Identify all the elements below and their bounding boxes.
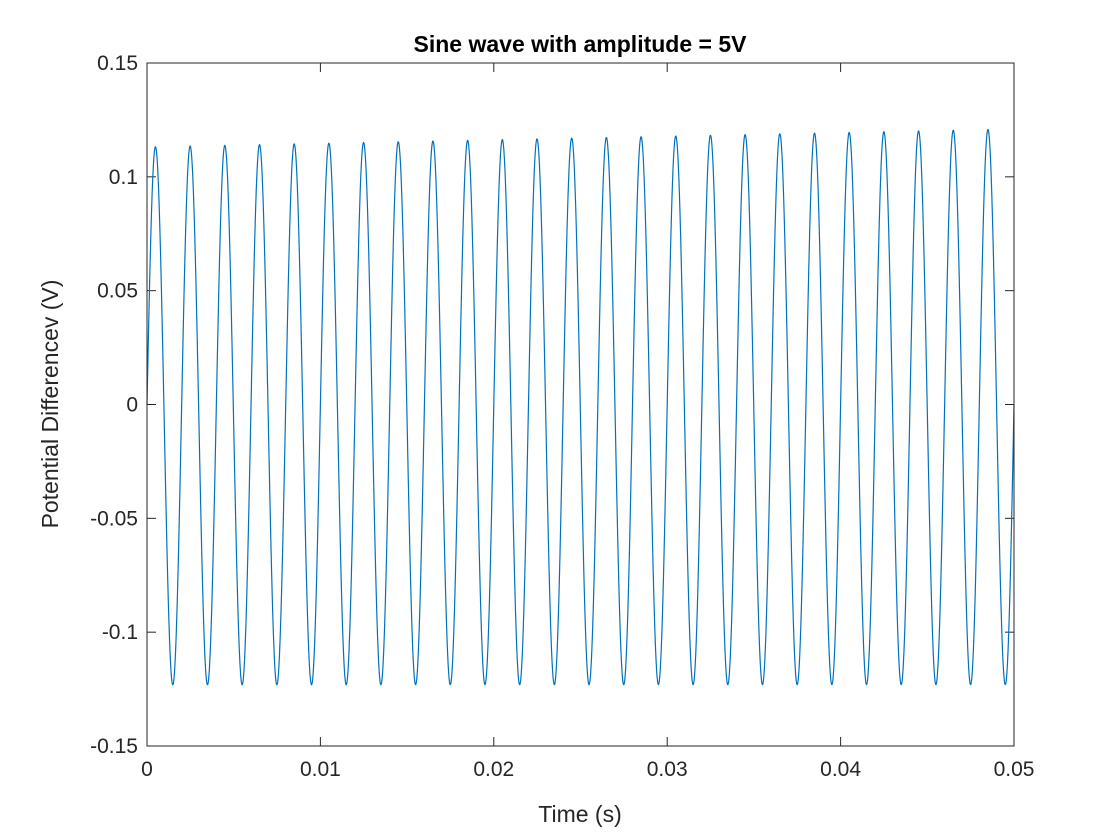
y-tick-label: 0.15 [97,52,138,75]
x-tick-label: 0.02 [473,758,514,781]
y-tick-label: -0.15 [90,735,138,758]
axes-box [146,62,1015,747]
y-tick-label: -0.05 [90,507,138,530]
y-tick-label: 0 [126,394,138,417]
x-tick-label: 0 [141,758,153,781]
series-line [146,128,1015,686]
axis-tick-labels: 0 0.01 0.02 0.03 0.04 0.05 -0.15 -0.1 -0.05 0 0.05… [90,52,1034,781]
y-tick-label: -0.1 [102,621,138,644]
series-layer [146,128,1015,686]
x-tick-label: 0.01 [300,758,341,781]
y-tick-label: 0.05 [97,280,138,303]
x-axis-label: Time (s) [538,801,621,827]
x-tick-label: 0.05 [994,758,1035,781]
x-tick-label: 0.03 [647,758,688,781]
x-tick-label: 0.04 [820,758,861,781]
y-axis-label: Potential Differencev (V) [37,280,63,529]
y-tick-label: 0.1 [109,166,138,189]
chart-title: Sine wave with amplitude = 5V [414,31,748,57]
